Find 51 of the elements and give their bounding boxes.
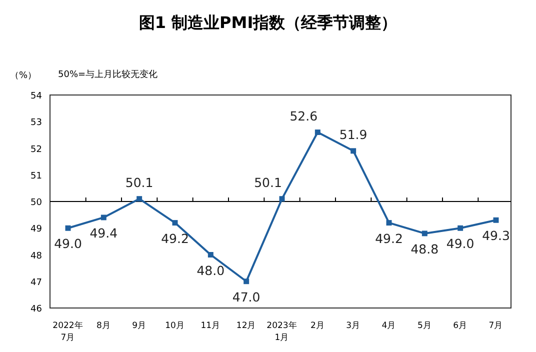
- y-tick-label: 50: [30, 198, 42, 208]
- data-label: 51.9: [339, 126, 368, 142]
- point: [172, 220, 178, 226]
- x-tick-label: 9月: [132, 321, 147, 331]
- point: [65, 225, 71, 231]
- data-label: 49.0: [446, 236, 474, 252]
- data-label: 47.0: [232, 289, 260, 304]
- data-label: 49.4: [90, 225, 118, 240]
- point: [458, 225, 464, 231]
- point: [100, 214, 106, 220]
- data-label: 49.0: [54, 236, 82, 252]
- chart-title: 图1 制造业PMI指数（经季节调整）: [138, 13, 398, 32]
- y-tick-label: 52: [30, 144, 42, 155]
- data-label: 48.8: [410, 241, 439, 256]
- y-tick-label: 53: [30, 118, 42, 128]
- point: [279, 196, 285, 202]
- y-axis-title: （%）: [10, 71, 37, 81]
- y-tick-label: 46: [30, 304, 42, 314]
- y-tick-label: 54: [30, 92, 42, 102]
- x-tick-label: 8月: [96, 321, 111, 331]
- data-label: 49.2: [375, 230, 403, 246]
- y-tick-label: 47: [30, 278, 42, 288]
- point: [350, 148, 356, 154]
- point: [244, 278, 250, 284]
- data-label: 49.3: [482, 228, 510, 244]
- data-label: 52.6: [290, 108, 318, 124]
- x-tick-label: 2023年 1月: [266, 320, 298, 343]
- point: [136, 196, 142, 202]
- text: 50%=与上月比较无变化: [58, 69, 158, 80]
- data-label: 50.1: [125, 174, 154, 190]
- x-tick-label: 7月: [488, 321, 504, 331]
- y-tick-label: 51: [30, 171, 42, 182]
- point: [386, 220, 392, 226]
- point: [314, 130, 320, 136]
- point: [493, 217, 499, 223]
- x-tick-label: 10月: [165, 321, 185, 331]
- data-label: 49.2: [161, 230, 189, 246]
- x-tick-label: 5月: [417, 321, 432, 331]
- x-tick-label: 11月: [200, 321, 221, 331]
- x-tick-label: 4月: [382, 321, 396, 331]
- point: [422, 230, 428, 236]
- x-tick-label: 12月: [236, 321, 256, 331]
- y-tick-label: 49: [30, 224, 42, 235]
- data-label: 50.1: [254, 174, 282, 190]
- x-tick-label: 2月: [310, 321, 325, 331]
- data-label: 48.0: [196, 262, 225, 278]
- x-tick-label: 2022年 7月: [52, 320, 84, 343]
- x-tick-label: 6月: [453, 321, 468, 331]
- point: [208, 252, 214, 258]
- y-tick-label: 48: [30, 251, 42, 262]
- x-tick-label: 3月: [346, 321, 361, 331]
